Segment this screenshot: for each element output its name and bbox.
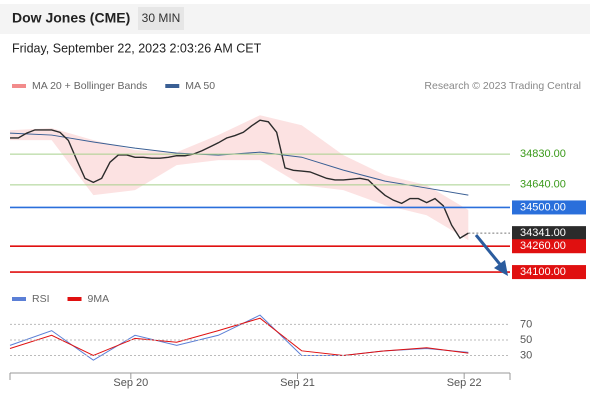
credit: Research © 2023 Trading Central — [424, 80, 581, 92]
legend-swatch — [12, 297, 26, 301]
legend-label: RSI — [32, 293, 50, 305]
legend-label: 9MA — [88, 293, 110, 305]
level-label: 34640.00 — [520, 179, 566, 191]
interval: 30 MIN — [142, 11, 181, 25]
legend-label: MA 20 + Bollinger Bands — [32, 80, 147, 92]
level-label: 34500.00 — [520, 201, 566, 213]
legend-label: MA 50 — [185, 80, 215, 92]
price-line — [10, 119, 469, 240]
title: Dow Jones (CME) — [12, 10, 130, 26]
legend-swatch — [165, 84, 180, 88]
legend-swatch — [67, 297, 82, 301]
y-tick-label: 50 — [520, 334, 532, 346]
level-label: 34830.00 — [520, 148, 566, 160]
level-label: 34260.00 — [520, 240, 566, 252]
x-tick-label: Sep 20 — [113, 377, 148, 389]
interval-box — [138, 7, 184, 30]
x-tick-label: Sep 21 — [280, 377, 315, 389]
x-tick-label: Sep 22 — [447, 377, 482, 389]
legend-swatch — [12, 84, 26, 88]
y-tick-label: 30 — [520, 349, 532, 361]
forecast-arrow — [474, 234, 505, 269]
y-tick-label: 70 — [520, 318, 532, 330]
level-label: 34100.00 — [520, 266, 566, 278]
level-label-box — [512, 265, 586, 280]
header-bar — [0, 4, 590, 34]
level-label-box — [512, 239, 586, 254]
arrow-head — [494, 260, 508, 276]
level-label: 34341.00 — [520, 227, 566, 239]
level-label-box — [512, 226, 586, 241]
level-label-box — [512, 200, 586, 215]
timestamp: Friday, September 22, 2023 2:03:26 AM CE… — [12, 41, 262, 55]
